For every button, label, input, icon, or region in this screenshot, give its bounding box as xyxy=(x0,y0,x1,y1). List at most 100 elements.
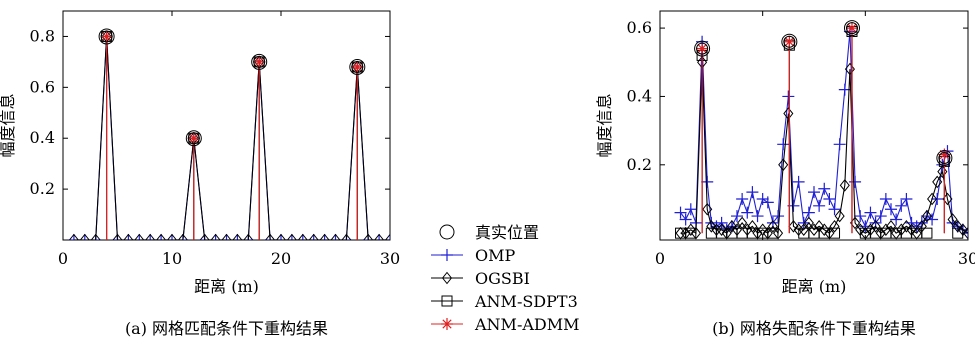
data-point xyxy=(210,233,221,240)
data-point xyxy=(133,234,146,240)
y-tick-label: 0.2 xyxy=(30,179,55,198)
data-point xyxy=(308,233,319,240)
data-point xyxy=(767,227,779,239)
legend-entry: 真实位置 xyxy=(439,223,539,242)
data-point xyxy=(702,202,713,216)
truth-inner-ring xyxy=(783,35,796,48)
data-point xyxy=(68,233,79,240)
data-point xyxy=(761,196,774,209)
data-point xyxy=(854,210,867,223)
data-point xyxy=(144,234,157,240)
data-point xyxy=(895,199,908,212)
data-point xyxy=(746,186,759,199)
data-point xyxy=(122,234,135,240)
y-axis-label: 幅度信息 xyxy=(595,93,614,157)
truth-inner-ring xyxy=(187,132,200,145)
data-point xyxy=(166,234,178,240)
data-point xyxy=(253,55,266,68)
legend: 真实位置 OMP OGSBI ANM-SDPT3 ANM-ADMM xyxy=(431,223,580,334)
legend-marker-icon xyxy=(441,318,453,330)
data-point xyxy=(952,220,963,233)
data-point xyxy=(726,220,737,233)
data-point xyxy=(932,175,943,189)
data-point xyxy=(849,175,862,188)
data-point xyxy=(715,216,728,229)
truth-outer-ring xyxy=(349,58,366,75)
x-tick-label: 30 xyxy=(380,249,400,268)
data-point xyxy=(286,233,297,240)
data-point xyxy=(874,210,887,223)
data-point xyxy=(156,233,167,240)
data-point xyxy=(767,220,778,233)
legend-entry: OMP xyxy=(431,246,516,265)
legend-marker-icon xyxy=(441,271,453,285)
truth-outer-ring xyxy=(936,149,953,166)
data-point xyxy=(307,234,320,240)
data-point xyxy=(844,62,855,76)
data-point xyxy=(818,182,831,195)
series-line xyxy=(73,36,390,240)
panel-caption: (b) 网格失配条件下重构结果 xyxy=(712,319,916,338)
truth-marker xyxy=(251,53,268,70)
series-line xyxy=(680,62,968,235)
plot-frame xyxy=(62,10,391,241)
data-point xyxy=(829,220,840,233)
data-point xyxy=(926,213,939,226)
legend-entry: ANM-SDPT3 xyxy=(431,292,578,311)
legend-entry: OGSBI xyxy=(431,269,530,288)
series-ogsbi xyxy=(68,30,390,240)
x-axis-label: 距离 (m) xyxy=(782,277,847,296)
data-point xyxy=(209,234,222,240)
truth-inner-ring xyxy=(696,42,709,55)
data-point xyxy=(782,90,795,103)
x-tick-label: 30 xyxy=(958,249,975,268)
data-point xyxy=(741,206,754,219)
plot-area xyxy=(67,28,390,240)
truth-outer-ring xyxy=(185,130,202,147)
data-point xyxy=(938,148,951,161)
data-point xyxy=(221,233,232,240)
legend-entry: ANM-ADMM xyxy=(431,315,580,334)
series-line xyxy=(73,36,390,240)
series-anm-admm xyxy=(100,30,364,240)
data-point xyxy=(145,233,156,240)
data-point xyxy=(870,220,881,233)
y-tick-label: 0.6 xyxy=(30,77,55,96)
data-point xyxy=(901,220,912,233)
data-point xyxy=(351,60,364,73)
y-axis-label: 幅度信息 xyxy=(0,93,17,157)
data-point xyxy=(265,233,276,240)
truth-marker xyxy=(349,58,366,75)
chart-panel-a: 0 10 20 30 0.2 0.4 0.6 0.8 距离 (m) 幅度信息 (a) 网格匹配条件下… xyxy=(0,10,400,338)
data-point xyxy=(783,107,794,120)
data-point xyxy=(834,209,845,223)
series-line xyxy=(680,31,968,234)
data-point xyxy=(319,233,330,240)
data-point xyxy=(696,42,709,55)
truth-inner-ring xyxy=(253,55,266,68)
data-point xyxy=(112,233,123,240)
chart-panel-b: 0 10 20 30 0.2 0.4 0.6 距离 (m) 幅度信息 (b) 网格失配条件下重构结… xyxy=(595,10,975,338)
data-point xyxy=(783,35,796,48)
data-point xyxy=(679,213,692,226)
y-tick-label: 0.4 xyxy=(30,128,55,147)
data-point xyxy=(363,233,374,240)
truth-outer-ring xyxy=(781,33,798,50)
data-point xyxy=(937,165,948,178)
data-point xyxy=(220,234,233,240)
truth-outer-ring xyxy=(251,53,268,70)
data-point xyxy=(384,233,390,240)
data-point xyxy=(947,213,958,226)
data-point xyxy=(67,234,80,240)
truth-marker xyxy=(185,130,202,147)
data-point xyxy=(231,234,244,240)
y-tick-label: 0.4 xyxy=(627,86,652,105)
data-point xyxy=(829,227,841,239)
plot-area xyxy=(674,20,968,240)
data-point xyxy=(134,233,145,240)
truth-inner-ring xyxy=(351,60,364,73)
data-point xyxy=(275,233,287,240)
data-point xyxy=(329,234,342,240)
data-point xyxy=(685,227,697,239)
